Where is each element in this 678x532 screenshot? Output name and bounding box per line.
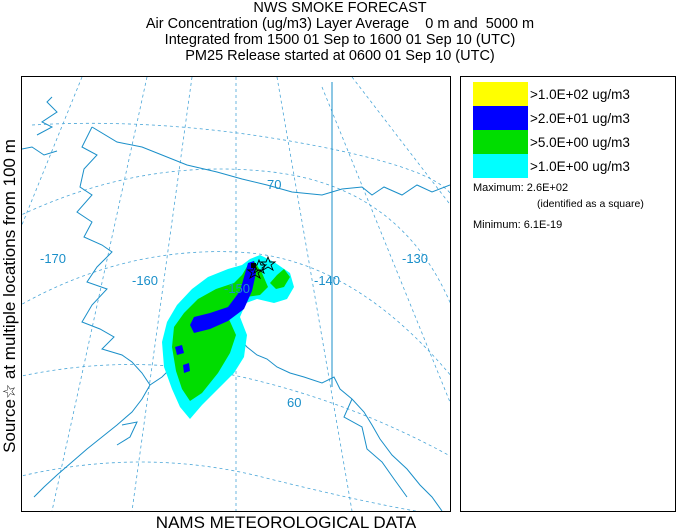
lat-label-70: 70 <box>267 177 281 192</box>
graticule-lat-75 <box>31 122 450 194</box>
minimum-value: 6.1E-19 <box>523 219 563 231</box>
map-title-block: NWS SMOKE FORECAST Air Concentration (ug… <box>20 0 660 64</box>
maximum-label: Maximum: <box>473 182 524 194</box>
legend-minimum: Minimum: 6.1E-19 <box>473 219 562 231</box>
graticule-lon-170 <box>51 77 148 511</box>
graticule-lon-160 <box>131 77 193 511</box>
lon-label-130: -130 <box>402 251 428 266</box>
legend-label-level-3: >2.0E+01 ug/m3 <box>530 110 630 126</box>
graticule-lon-130 <box>321 86 450 404</box>
legend-row-level-2: >5.0E+00 ug/m3 <box>473 130 630 154</box>
legend-maximum: Maximum: 2.6E+02 <box>473 182 568 194</box>
graticule-lat-70 <box>22 168 450 304</box>
lat-label-60: 60 <box>287 395 301 410</box>
map-title: NWS SMOKE FORECAST <box>253 0 427 16</box>
maximum-value: 2.6E+02 <box>526 182 569 194</box>
legend-panel: >1.0E+02 ug/m3 >2.0E+01 ug/m3 >5.0E+00 u… <box>460 76 676 512</box>
map-subtitle-concentration: Air Concentration (ug/m3) Layer Average … <box>145 16 535 32</box>
graticule-lon-140 <box>276 77 353 511</box>
legend-swatch-cyan <box>473 154 528 178</box>
graticule-lat-65 <box>22 251 450 376</box>
legend-row-level-4: >1.0E+02 ug/m3 <box>473 82 630 106</box>
plume-level-3-spot-1 <box>175 345 184 355</box>
coast-west <box>33 126 151 498</box>
coast-island <box>116 421 138 446</box>
legend-row-level-3: >2.0E+01 ug/m3 <box>473 106 630 130</box>
legend-swatch-green <box>473 130 528 154</box>
legend-label-level-2: >5.0E+00 ug/m3 <box>530 134 630 150</box>
border-panhandle <box>343 398 408 498</box>
map-subtitle-release: PM25 Release started at 0600 01 Sep 10 (… <box>185 48 495 64</box>
smoke-plume <box>162 255 294 419</box>
plume-level-2-east <box>270 269 290 289</box>
legend-swatch-blue <box>473 106 528 130</box>
graticule-lat-60 <box>22 364 450 457</box>
plume-level-3 <box>190 261 256 333</box>
legend-row-level-1: >1.0E+00 ug/m3 <box>473 154 630 178</box>
coast-siberia <box>36 96 58 136</box>
map-panel: -170 -160 -150 -140 -130 70 60 <box>21 76 451 512</box>
lon-label-170: -170 <box>40 251 66 266</box>
graticule-lon-120 <box>351 77 450 206</box>
legend-label-level-4: >1.0E+02 ug/m3 <box>530 86 630 102</box>
maximum-square-marker <box>251 263 256 268</box>
lon-label-140: -140 <box>314 273 340 288</box>
graticule-lat-55 <box>22 461 418 511</box>
met-data-label: NAMS METEOROLOGICAL DATA <box>155 513 417 532</box>
plume-level-3-spot-2 <box>183 363 190 373</box>
map-subtitle-integration: Integrated from 1500 01 Sep to 1600 01 S… <box>164 32 516 48</box>
alaska-map: -170 -160 -150 -140 -130 70 60 <box>22 77 450 511</box>
source-star-3 <box>246 263 264 280</box>
lon-label-160: -160 <box>132 273 158 288</box>
legend-swatch-yellow <box>473 82 528 106</box>
coast-chukotka <box>22 146 58 156</box>
maximum-note: (identified as a square) <box>537 198 644 210</box>
source-star-1 <box>259 255 277 272</box>
source-side-label: Source☆ at multiple locations from 100 m <box>0 139 19 453</box>
graticule-lon-180 <box>22 77 83 226</box>
minimum-label: Minimum: <box>473 219 521 231</box>
legend-label-level-1: >1.0E+00 ug/m3 <box>530 158 630 174</box>
lon-label-150: -150 <box>224 281 250 296</box>
coast-arctic <box>91 126 450 196</box>
